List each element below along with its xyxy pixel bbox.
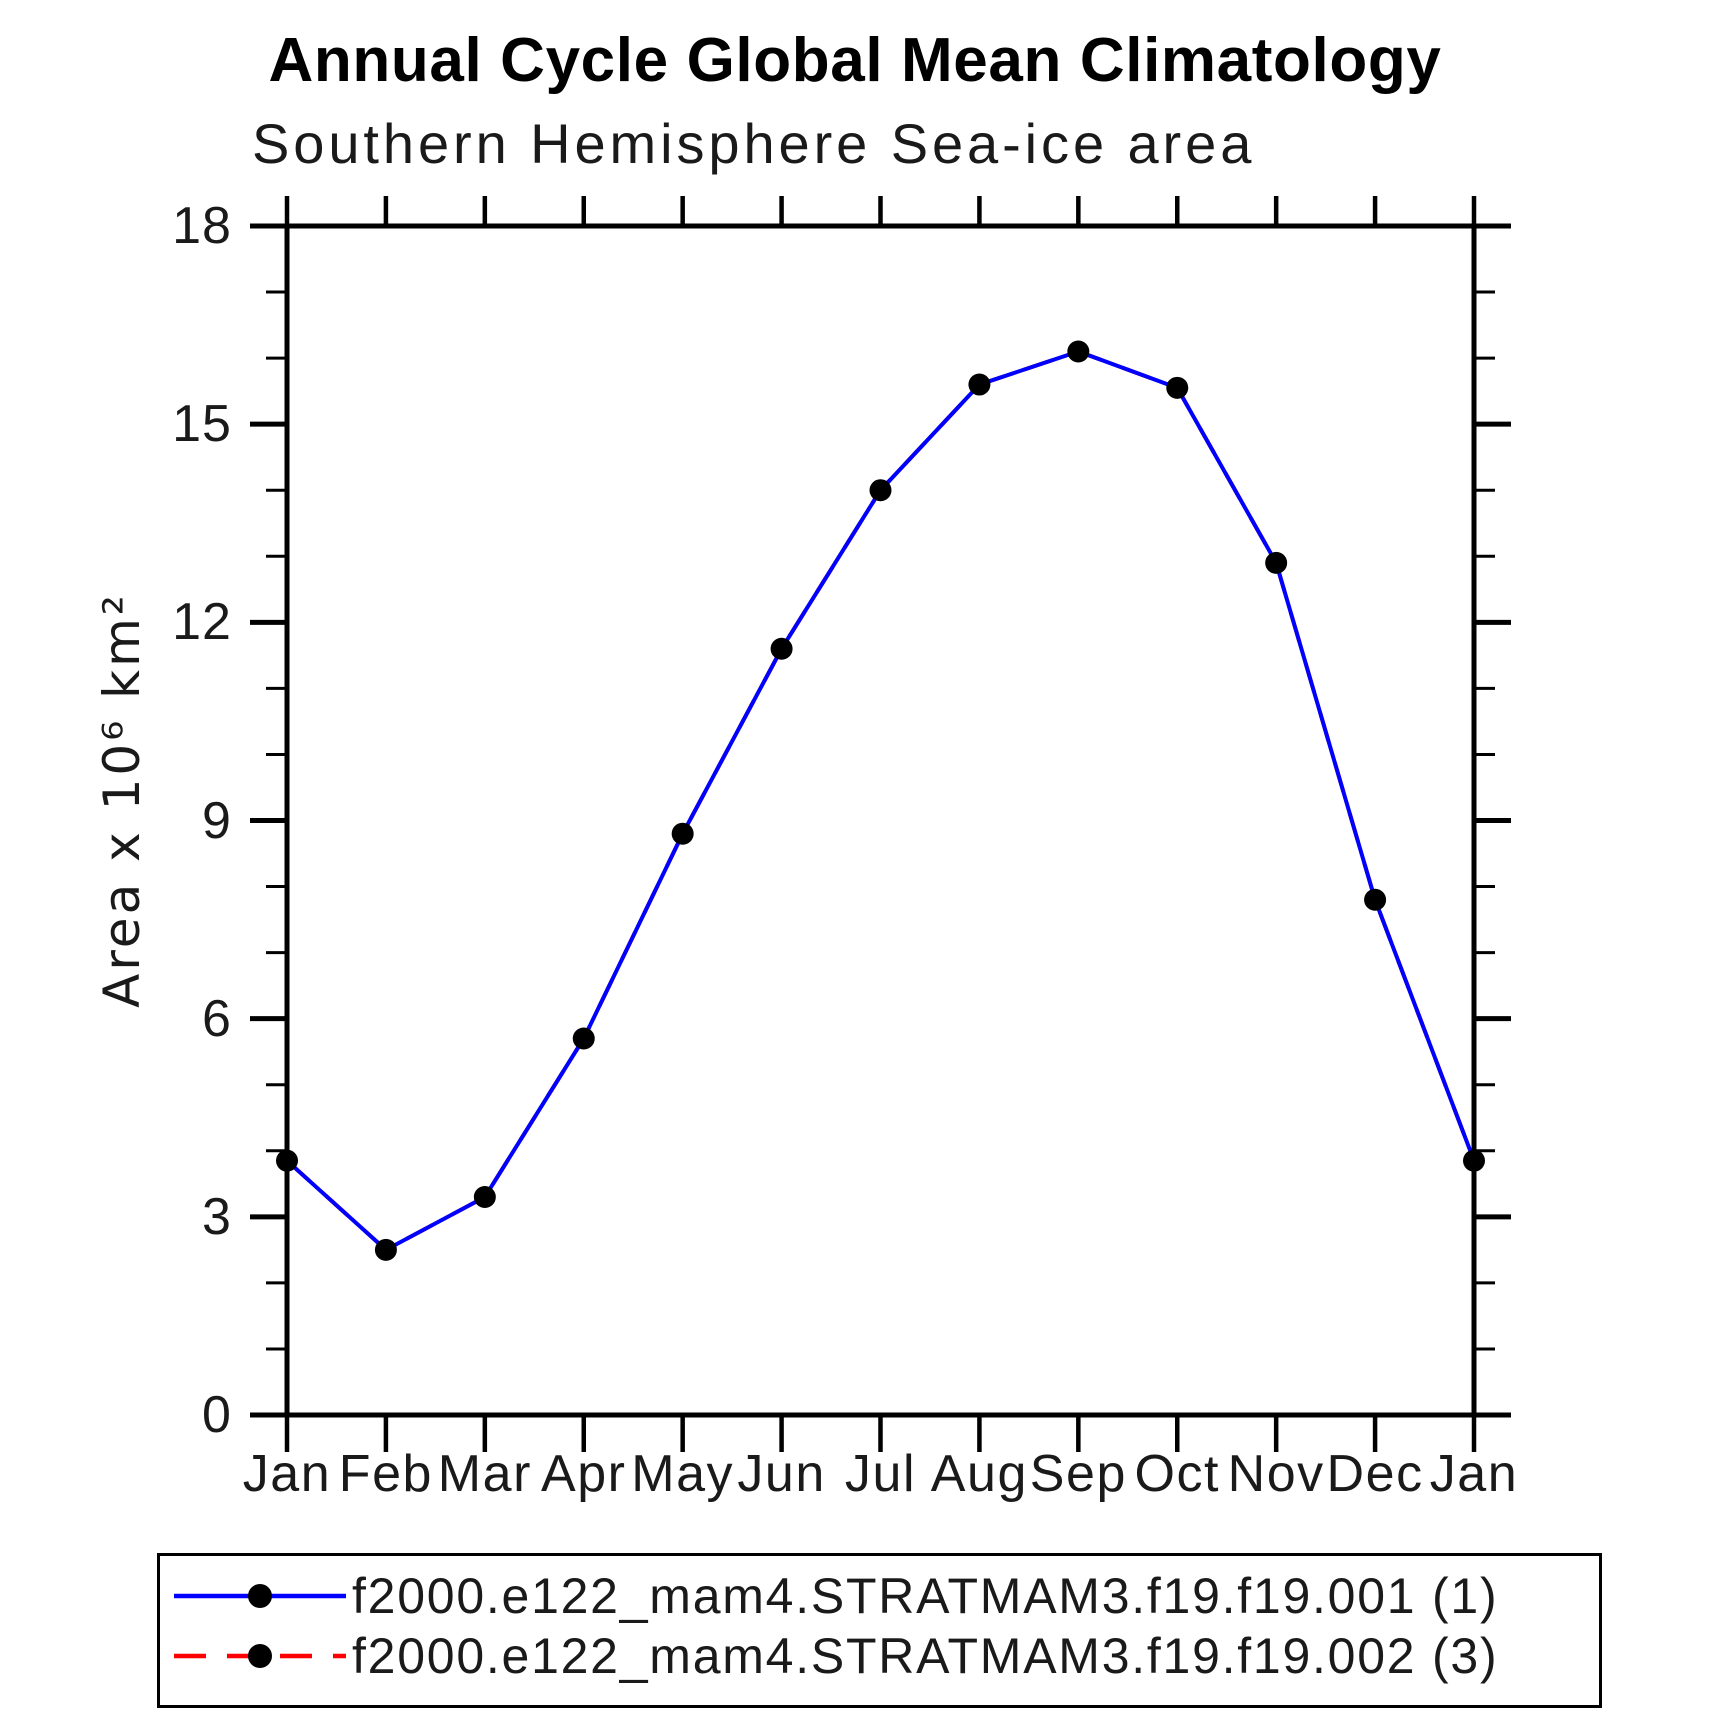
legend-label-2: f2000.e122_mam4.STRATMAM3.f19.f19.002 (3… [352,1628,1499,1684]
y-tick-label: 18 [172,197,232,255]
y-tick-label: 15 [172,395,232,454]
data-point-marker [572,1027,595,1050]
x-tick-label: Mar [437,1445,532,1503]
data-point-marker [671,822,694,845]
x-tick-label: Oct [1134,1445,1221,1503]
legend-line-sample-2 [174,1644,346,1668]
data-point-marker [276,1149,298,1172]
data-point-marker [1067,340,1090,363]
x-tick-label: Nov [1227,1445,1325,1503]
data-point-marker [473,1186,496,1209]
x-tick-label: May [631,1445,735,1503]
data-point-marker [1265,551,1288,574]
x-tick-label: Jan [1429,1445,1519,1503]
y-tick-label: 6 [202,989,232,1048]
legend-label-1: f2000.e122_mam4.STRATMAM3.f19.f19.001 (1… [352,1568,1499,1624]
data-point-marker [1166,376,1189,399]
x-tick-label: Jun [737,1445,826,1503]
x-tick-label: Feb [338,1445,434,1503]
data-point-marker [770,637,793,660]
y-tick-label: 9 [202,791,232,850]
data-point-marker [968,373,991,396]
x-tick-label: Jul [844,1445,917,1503]
x-tick-label: Apr [540,1445,627,1503]
chart-subtitle: Southern Hemisphere Sea-ice area [252,112,1256,175]
x-tick-label: Sep [1029,1445,1127,1503]
x-tick-label: Jan [242,1445,332,1503]
y-tick-label: 0 [202,1386,232,1444]
data-point-marker [1364,888,1387,911]
legend-item-1: f2000.e122_mam4.STRATMAM3.f19.f19.001 (1… [166,1568,1499,1624]
data-point-marker [1463,1149,1485,1172]
data-point-marker [869,479,892,502]
y-tick-label: 3 [202,1187,232,1246]
y-tick-label: 12 [172,593,232,652]
legend: f2000.e122_mam4.STRATMAM3.f19.f19.001 (1… [157,1553,1602,1708]
x-tick-label: Dec [1326,1445,1424,1503]
legend-line-sample-1 [174,1584,346,1608]
x-tick-label: Aug [930,1445,1029,1503]
data-point-marker [374,1238,397,1261]
legend-item-2: f2000.e122_mam4.STRATMAM3.f19.f19.002 (3… [166,1628,1499,1684]
chart-title: Annual Cycle Global Mean Climatology [268,26,1442,95]
plot-frame [284,223,1477,1418]
